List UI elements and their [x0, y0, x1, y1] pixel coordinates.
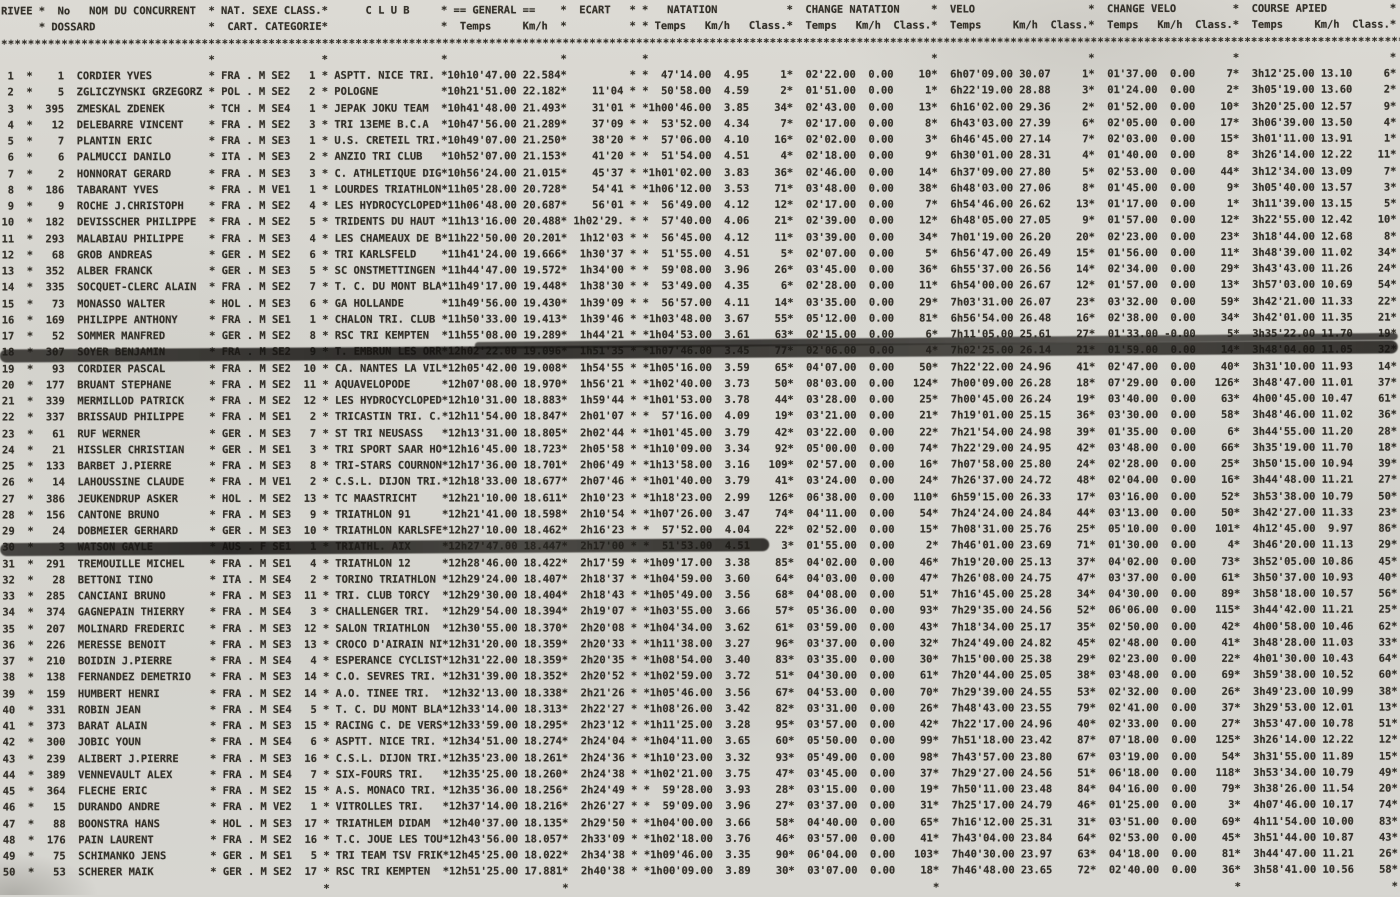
bottom-marker-line: * * * * * — [2, 880, 1398, 895]
